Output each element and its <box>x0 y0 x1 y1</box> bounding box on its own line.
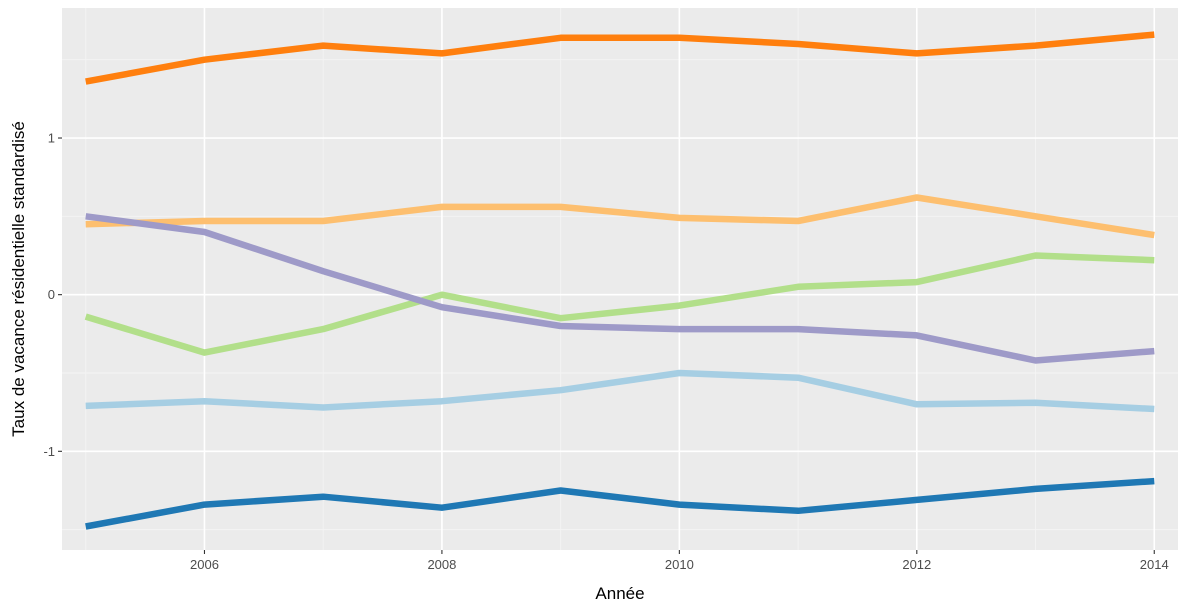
x-tick-label: 2006 <box>190 557 219 572</box>
x-tick-label: 2014 <box>1140 557 1169 572</box>
series-line-5 <box>85 369 1155 413</box>
series-line-4 <box>85 213 1155 364</box>
y-axis-title: Taux de vacance résidentielle standardis… <box>9 121 28 437</box>
axis-ticks <box>58 137 1155 554</box>
series-line-2 <box>85 194 1155 239</box>
y-tick-label: -1 <box>43 444 55 459</box>
y-axis-tick-labels: -1 0 1 <box>43 131 55 459</box>
x-tick-label: 2012 <box>902 557 931 572</box>
series-line-1 <box>85 31 1155 85</box>
y-tick-label: 0 <box>48 287 55 302</box>
series-line-3 <box>84 252 1155 356</box>
x-axis-tick-labels: 2006 2008 2010 2012 2014 <box>190 557 1169 572</box>
x-tick-label: 2010 <box>665 557 694 572</box>
plot-panel <box>62 8 1178 550</box>
minor-gridlines <box>62 8 1178 550</box>
x-tick-label: 2008 <box>427 557 456 572</box>
x-axis-title: Année <box>595 584 644 603</box>
series-line-6 <box>85 477 1155 530</box>
series-lines <box>84 31 1155 530</box>
y-tick-label: 1 <box>48 131 55 146</box>
